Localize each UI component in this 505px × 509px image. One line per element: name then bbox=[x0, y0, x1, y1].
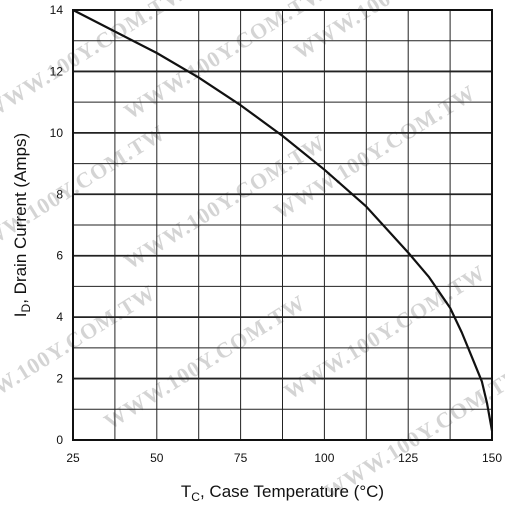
y-tick-label: 2 bbox=[56, 372, 63, 386]
x-tick-label: 125 bbox=[398, 451, 418, 465]
y-tick-label: 8 bbox=[56, 187, 63, 201]
axis-subscript: D bbox=[19, 303, 33, 312]
series-line bbox=[72, 9, 494, 431]
y-tick-label: 12 bbox=[50, 64, 64, 78]
series-layer bbox=[72, 9, 494, 431]
axis-subscript: C bbox=[191, 490, 200, 504]
x-tick-label: 75 bbox=[234, 451, 248, 465]
x-tick-label: 100 bbox=[314, 451, 334, 465]
grid-lines bbox=[73, 10, 492, 440]
y-axis-title: ID, Drain Current (Amps) bbox=[11, 133, 33, 317]
y-tick-label: 4 bbox=[56, 310, 63, 324]
axis-title-text: , Drain Current (Amps) bbox=[11, 133, 30, 304]
axis-title-text: , Case Temperature (°C) bbox=[200, 482, 384, 501]
y-tick-labels: 0 2 4 6 8 10 12 14 bbox=[50, 3, 64, 447]
x-tick-labels: 25 50 75 100 125 150 bbox=[66, 451, 502, 465]
watermark-text: WWW.100Y.COM.TW bbox=[279, 260, 490, 405]
axis-symbol: I bbox=[11, 312, 30, 317]
y-tick-label: 14 bbox=[50, 3, 64, 17]
x-axis-title: TC, Case Temperature (°C) bbox=[181, 482, 384, 504]
plot-frame bbox=[72, 9, 493, 441]
x-tick-label: 25 bbox=[66, 451, 80, 465]
x-tick-label: 150 bbox=[482, 451, 502, 465]
y-tick-label: 6 bbox=[56, 249, 63, 263]
axis-symbol: T bbox=[181, 482, 191, 501]
y-tick-label: 10 bbox=[50, 126, 64, 140]
y-tick-label: 0 bbox=[56, 433, 63, 447]
x-tick-label: 50 bbox=[150, 451, 164, 465]
